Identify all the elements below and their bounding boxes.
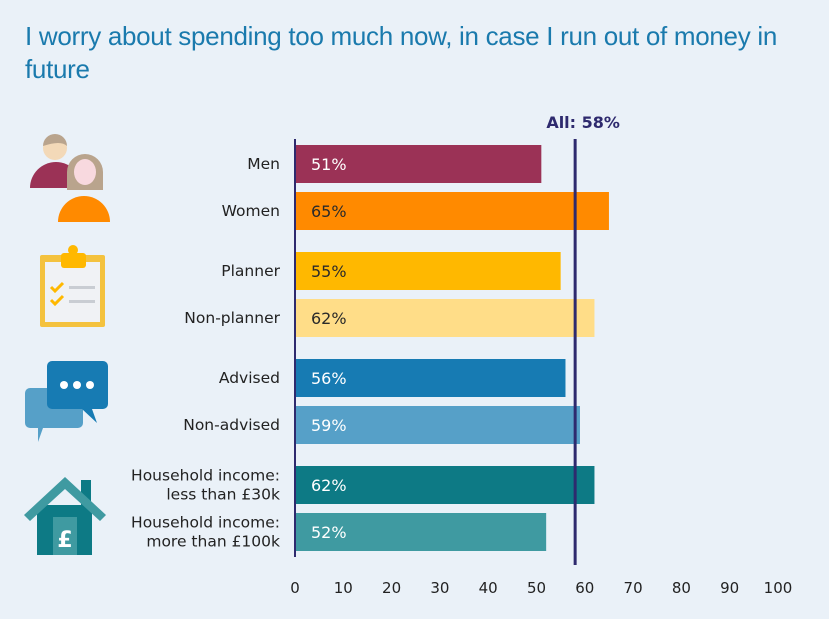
category-label: Planner	[221, 262, 280, 280]
x-tick-label: 0	[290, 579, 300, 597]
x-tick-label: 20	[382, 579, 401, 597]
bar	[295, 359, 566, 397]
bar-value-label: 59%	[311, 416, 347, 435]
house-pound-icon: £	[24, 477, 106, 555]
x-tick-label: 10	[334, 579, 353, 597]
bar	[295, 192, 609, 230]
category-label: Advised	[219, 369, 280, 387]
category-label: Non-advised	[183, 416, 280, 434]
clipboard-checklist-icon	[40, 245, 105, 327]
reference-line-label: All: 58%	[546, 113, 620, 132]
bar	[295, 466, 595, 504]
bar-value-label: 55%	[311, 262, 347, 281]
speech-bubbles-icon	[25, 361, 108, 442]
category-label: Men	[247, 155, 280, 173]
bar	[295, 513, 547, 551]
bar-value-label: 52%	[311, 523, 347, 542]
category-label: more than £100k	[146, 533, 280, 551]
category-label: Non-planner	[184, 309, 280, 327]
x-tick-label: 50	[527, 579, 546, 597]
x-tick-label: 60	[575, 579, 594, 597]
people-icon	[30, 134, 110, 222]
x-tick-label: 30	[430, 579, 449, 597]
svg-text:£: £	[57, 528, 72, 553]
x-tick-label: 80	[672, 579, 691, 597]
chart-title: I worry about spending too much now, in …	[25, 21, 777, 84]
bar	[295, 145, 542, 183]
category-label: Women	[222, 202, 280, 220]
bar-value-label: 62%	[311, 309, 347, 328]
bar	[295, 406, 580, 444]
bar-value-label: 62%	[311, 476, 347, 495]
x-tick-label: 40	[479, 579, 498, 597]
bar	[295, 299, 595, 337]
x-tick-label: 70	[624, 579, 643, 597]
bar-value-label: 65%	[311, 202, 347, 221]
bar-value-label: 51%	[311, 155, 347, 174]
category-label: Household income:	[131, 514, 280, 532]
category-label: less than £30k	[166, 486, 280, 504]
x-tick-label: 100	[764, 579, 793, 597]
bar-value-label: 56%	[311, 369, 347, 388]
bar	[295, 252, 561, 290]
x-tick-label: 90	[720, 579, 739, 597]
category-label: Household income:	[131, 467, 280, 485]
